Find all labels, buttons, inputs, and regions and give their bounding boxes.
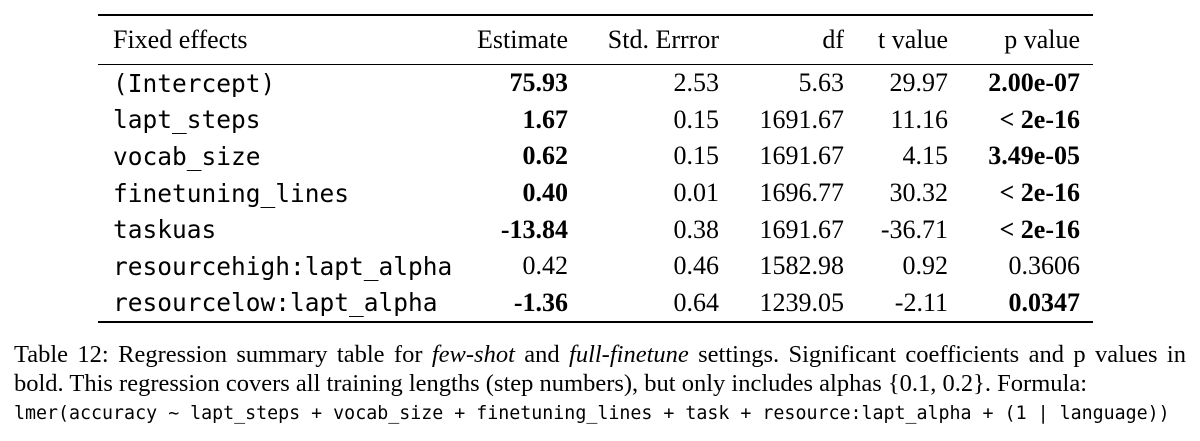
table-row: lapt_steps 1.67 0.15 1691.67 11.16 < 2e-… [98, 102, 1093, 139]
t-value: 29.97 [889, 68, 949, 98]
effect-name: finetuning_lines [113, 178, 350, 208]
column-header-p-value: p value [948, 15, 1093, 65]
std-error-value: 0.38 [673, 214, 720, 244]
column-header-std-error: Std. Errror [568, 15, 719, 65]
column-header-estimate: Estimate [470, 15, 568, 65]
std-error-value: 0.01 [673, 178, 720, 208]
p-value: < 2e-16 [999, 178, 1080, 208]
std-error-value: 0.15 [673, 104, 720, 134]
df-value: 1691.67 [759, 214, 845, 244]
p-value: 3.49e-05 [988, 141, 1080, 171]
effect-name: resourcelow:lapt_alpha [113, 288, 438, 318]
estimate-value: -1.36 [513, 287, 568, 317]
df-value: 1239.05 [759, 287, 845, 317]
effect-name: taskuas [113, 215, 217, 245]
p-value: 0.3606 [1008, 251, 1081, 281]
df-value: 1691.67 [759, 104, 845, 134]
table-row: finetuning_lines 0.40 0.01 1696.77 30.32… [98, 175, 1093, 212]
df-value: 1691.67 [759, 141, 845, 171]
table-row: vocab_size 0.62 0.15 1691.67 4.15 3.49e-… [98, 138, 1093, 175]
caption-line-1: Table 12: Regression summary table for f… [14, 340, 1186, 369]
effect-name: resourcehigh:lapt_alpha [113, 251, 453, 281]
t-value: 30.32 [889, 178, 949, 208]
regression-formula: lmer(accuracy ∼ lapt_steps + vocab_size … [14, 403, 1170, 425]
column-header-df: df [719, 15, 844, 65]
estimate-value: 75.93 [509, 68, 569, 98]
t-value: 11.16 [890, 104, 948, 134]
p-value: < 2e-16 [999, 104, 1080, 134]
regression-table: Fixed effects Estimate Std. Errror df t … [98, 14, 1093, 324]
t-value: -2.11 [894, 287, 948, 317]
caption-text: and [514, 341, 570, 369]
column-header-fixed-effects: Fixed effects [98, 15, 470, 65]
estimate-value: 0.42 [522, 251, 569, 281]
t-value: 4.15 [902, 141, 949, 171]
estimate-value: -13.84 [500, 214, 568, 244]
table-caption: Table 12: Regression summary table for f… [14, 340, 1186, 428]
table-row: resourcehigh:lapt_alpha 0.42 0.46 1582.9… [98, 248, 1093, 285]
caption-italic-full-finetune: full-finetune [569, 341, 689, 369]
column-header-t-value: t value [844, 15, 948, 65]
std-error-value: 0.46 [673, 251, 720, 281]
df-value: 5.63 [798, 68, 845, 98]
table-row: resourcelow:lapt_alpha -1.36 0.64 1239.0… [98, 285, 1093, 323]
table-header-row: Fixed effects Estimate Std. Errror df t … [98, 15, 1093, 65]
caption-text: Table 12: Regression summary table for [14, 341, 432, 369]
std-error-value: 0.64 [673, 287, 720, 317]
df-value: 1696.77 [759, 178, 845, 208]
effect-name: vocab_size [113, 141, 261, 171]
table-row: (Intercept) 75.93 2.53 5.63 29.97 2.00e-… [98, 65, 1093, 102]
std-error-value: 0.15 [673, 141, 720, 171]
t-value: 0.92 [902, 251, 949, 281]
df-value: 1582.98 [759, 251, 845, 281]
t-value: -36.71 [880, 214, 948, 244]
table-row: taskuas -13.84 0.38 1691.67 -36.71 < 2e-… [98, 211, 1093, 248]
caption-italic-few-shot: few-shot [431, 341, 515, 369]
caption-line-2: bold. This regression covers all trainin… [14, 370, 1087, 398]
regression-table-wrap: Fixed effects Estimate Std. Errror df t … [98, 14, 1200, 324]
p-value: < 2e-16 [999, 214, 1080, 244]
estimate-value: 1.67 [522, 104, 569, 134]
std-error-value: 2.53 [673, 68, 720, 98]
caption-text: settings. Significant coefficients and p… [688, 341, 1186, 369]
estimate-value: 0.40 [522, 178, 569, 208]
effect-name: lapt_steps [113, 105, 261, 135]
p-value: 0.0347 [1008, 287, 1081, 317]
p-value: 2.00e-07 [988, 68, 1080, 98]
effect-name: (Intercept) [113, 68, 276, 98]
estimate-value: 0.62 [522, 141, 569, 171]
